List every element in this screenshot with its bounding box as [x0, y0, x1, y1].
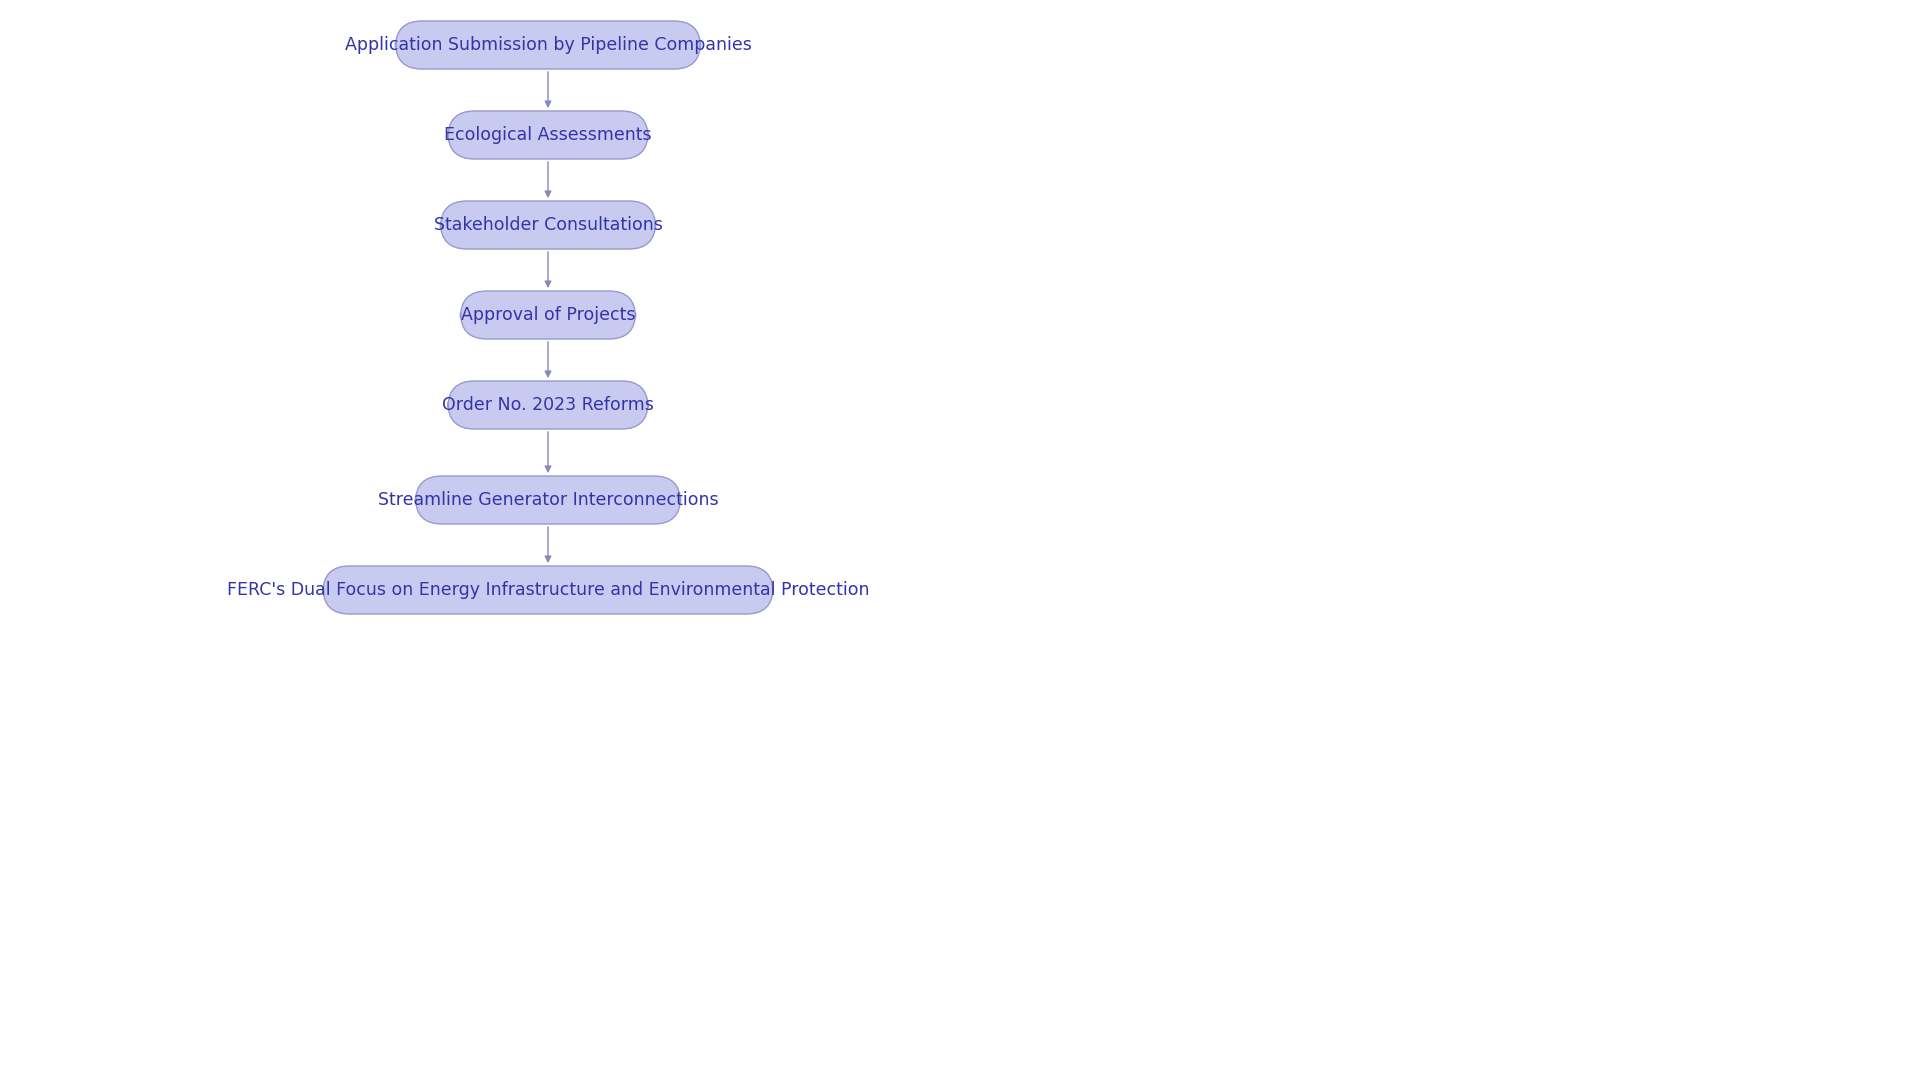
Text: Ecological Assessments: Ecological Assessments — [444, 126, 651, 144]
Text: FERC's Dual Focus on Energy Infrastructure and Environmental Protection: FERC's Dual Focus on Energy Infrastructu… — [227, 581, 870, 599]
FancyBboxPatch shape — [461, 291, 636, 339]
FancyBboxPatch shape — [447, 111, 649, 159]
Text: Order No. 2023 Reforms: Order No. 2023 Reforms — [442, 396, 655, 414]
FancyBboxPatch shape — [396, 21, 701, 69]
Text: Streamline Generator Interconnections: Streamline Generator Interconnections — [378, 491, 718, 509]
Text: Application Submission by Pipeline Companies: Application Submission by Pipeline Compa… — [344, 36, 751, 54]
FancyBboxPatch shape — [447, 381, 649, 429]
FancyBboxPatch shape — [323, 566, 774, 615]
FancyBboxPatch shape — [440, 201, 655, 249]
Text: Stakeholder Consultations: Stakeholder Consultations — [434, 216, 662, 234]
Text: Approval of Projects: Approval of Projects — [461, 306, 636, 324]
FancyBboxPatch shape — [415, 476, 680, 524]
